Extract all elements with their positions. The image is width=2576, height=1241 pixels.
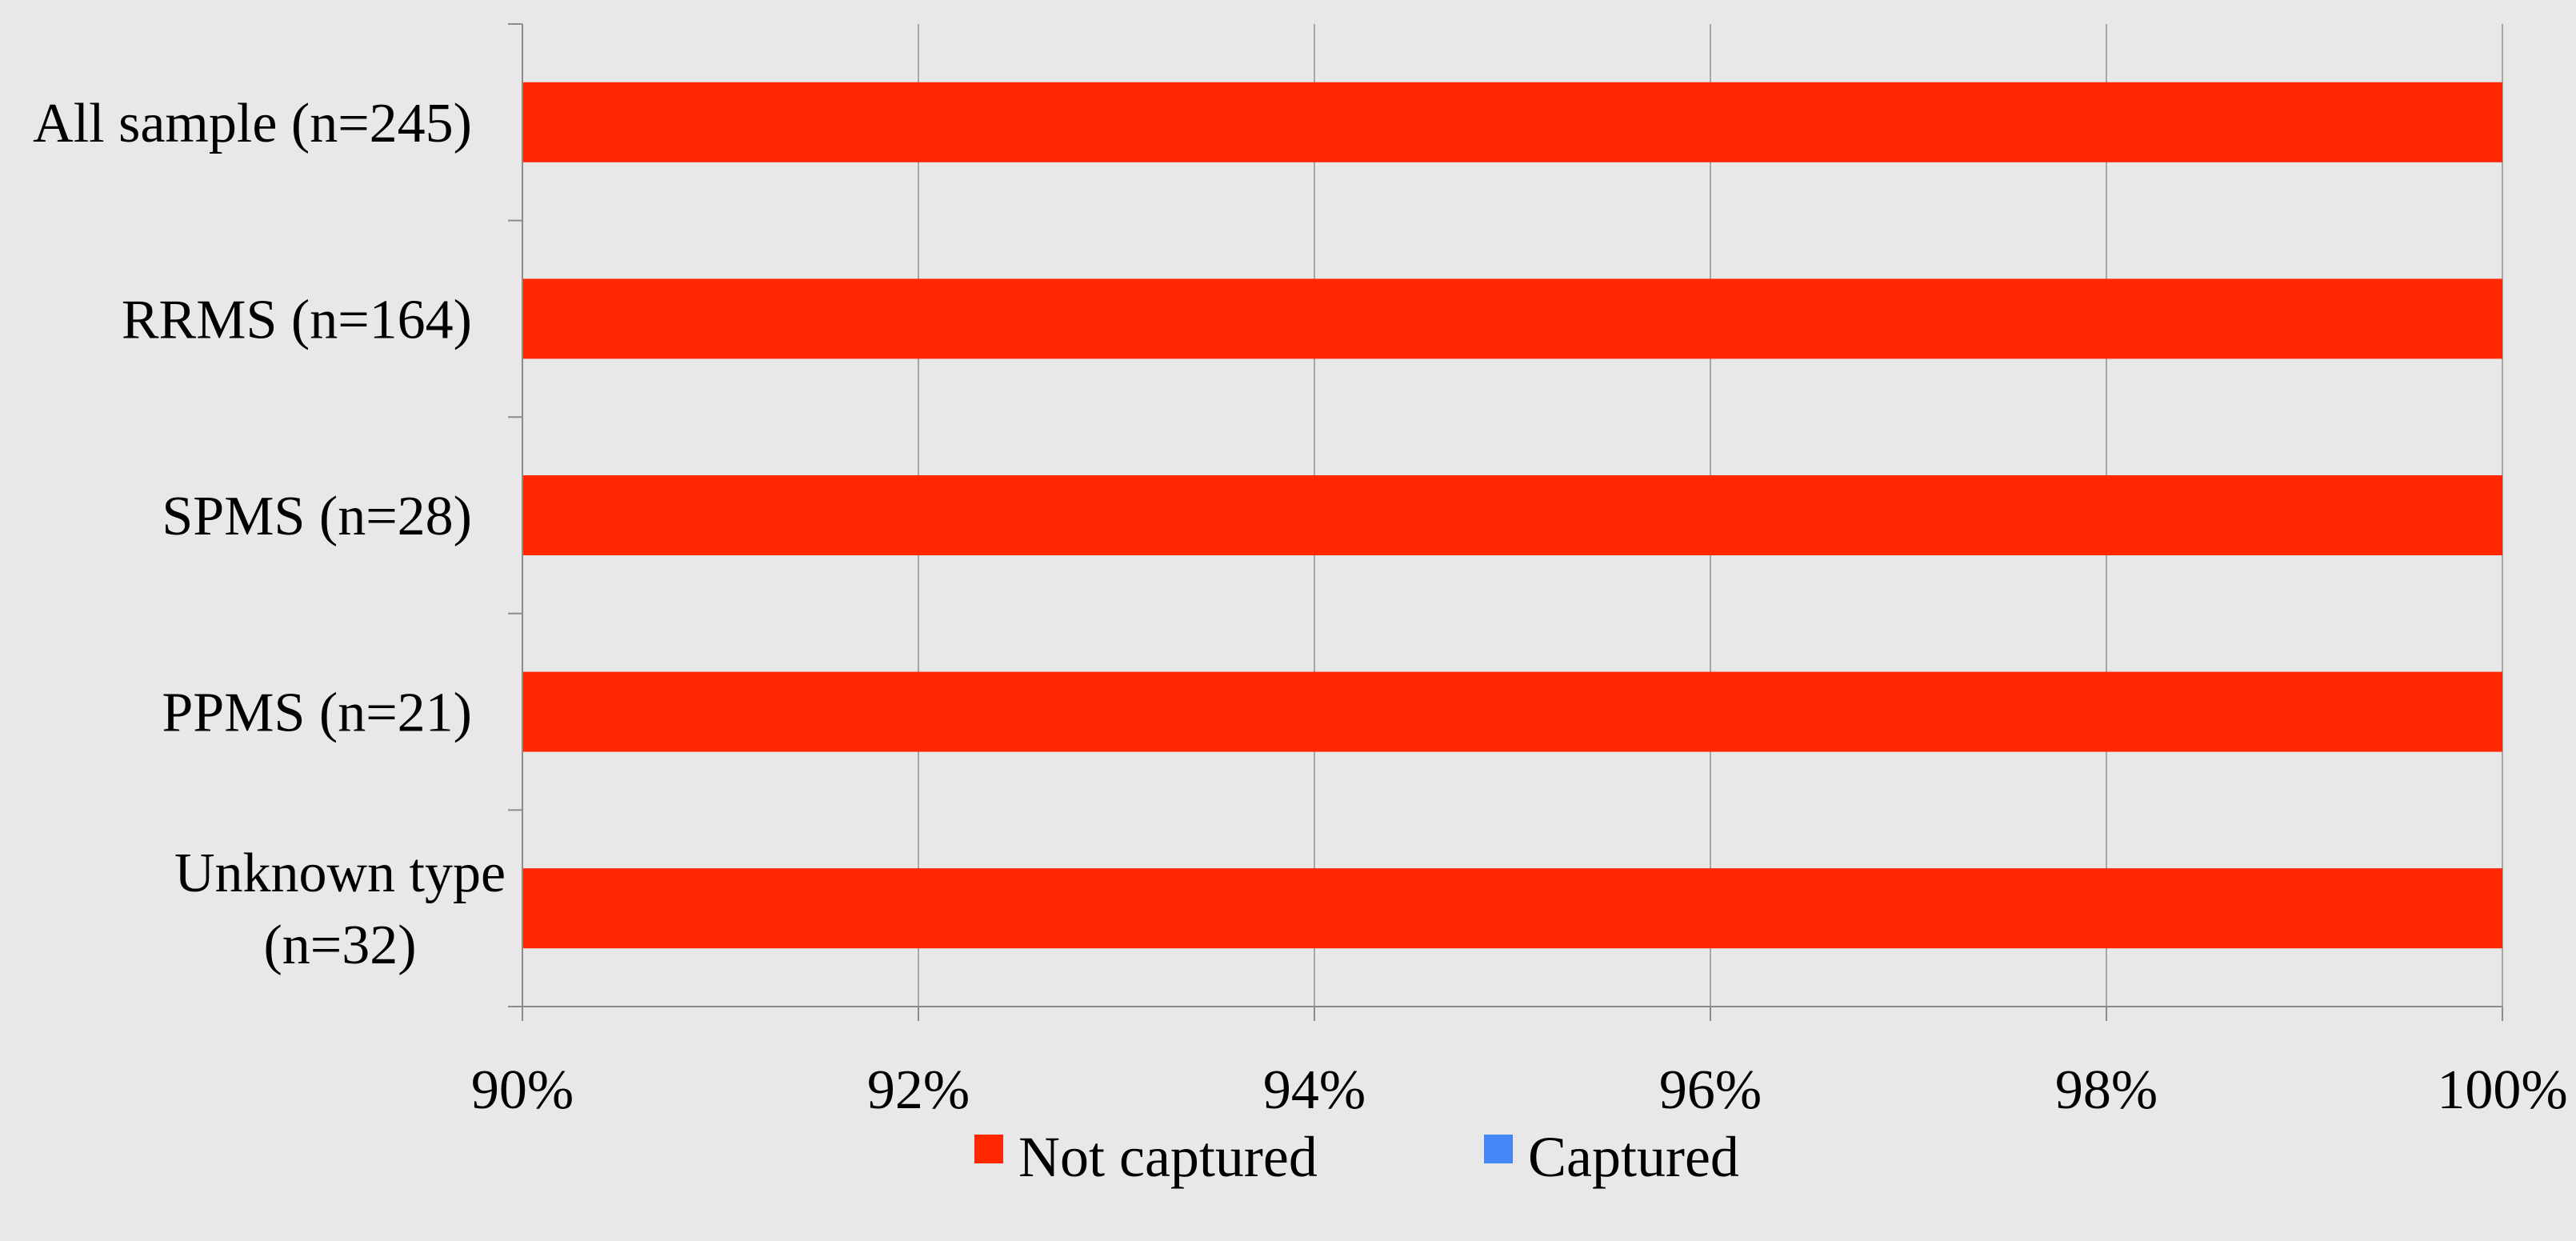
category-label-line: Unknown type: [174, 843, 506, 904]
x-tick-label: 94%: [1263, 1059, 1366, 1121]
x-tick-label: 90%: [471, 1059, 574, 1121]
axes: [508, 23, 2503, 1021]
category-label-line: (n=32): [263, 915, 416, 976]
legend: Not captured Captured: [974, 1125, 1739, 1189]
category-labels: All sample (n=245) RRMS (n=164) SPMS (n=28…: [33, 93, 506, 976]
bar-not-captured-unknown-type-n-32: [522, 868, 2502, 949]
x-tick-label: 100%: [2437, 1059, 2567, 1121]
bar-not-captured-spms-n-28: [522, 475, 2502, 555]
bar-not-captured-all-sample-n-245: [522, 82, 2502, 162]
legend-swatch-captured: [1484, 1135, 1513, 1163]
x-tick-label: 92%: [867, 1059, 970, 1121]
x-tick-label: 98%: [2055, 1059, 2158, 1121]
category-label: RRMS (n=164): [122, 289, 472, 350]
legend-label-not-captured: Not captured: [1018, 1125, 1318, 1189]
category-label: SPMS (n=28): [162, 486, 472, 547]
category-label: Unknown type (n=32): [174, 843, 506, 976]
legend-swatch-not-captured: [974, 1135, 1003, 1163]
bar-not-captured-rrms-n-164: [522, 278, 2502, 359]
legend-label-captured: Captured: [1528, 1125, 1739, 1189]
x-tick-label: 96%: [1659, 1059, 1762, 1121]
x-tick-labels: 90% 92% 94% 96% 98% 100%: [471, 1059, 2568, 1121]
bar-not-captured-ppms-n-21: [522, 671, 2502, 752]
category-label: PPMS (n=21): [162, 683, 472, 744]
category-label: All sample (n=245): [33, 93, 472, 154]
bars: [522, 82, 2502, 949]
